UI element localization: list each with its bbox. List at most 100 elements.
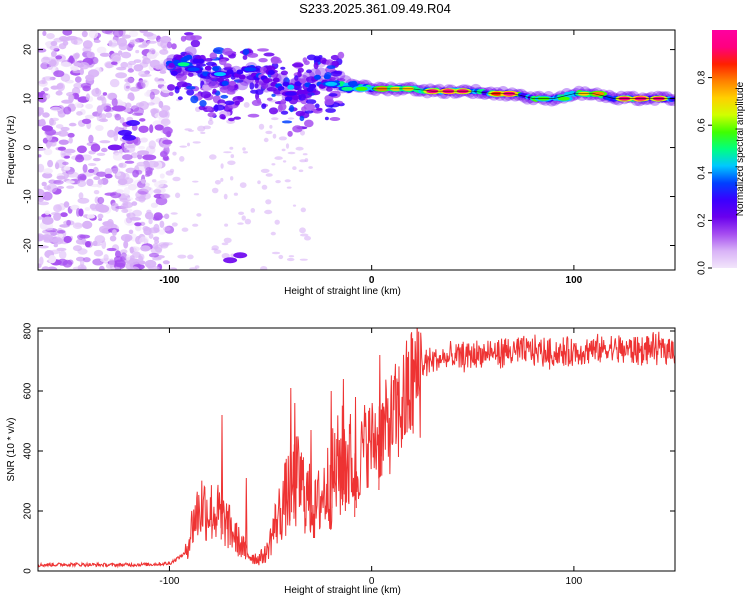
- noise-blob: [107, 219, 114, 228]
- noise-blob: [129, 255, 135, 261]
- noise-blob: [154, 77, 160, 82]
- noise-blob: [50, 106, 62, 112]
- noise-blob: [53, 204, 62, 213]
- noise-blob: [91, 243, 102, 247]
- noise-blob: [269, 124, 273, 129]
- hot-spot-core: [325, 81, 338, 86]
- noise-blob: [159, 173, 165, 179]
- signal-blob: [223, 257, 238, 264]
- noise-blob: [137, 153, 143, 160]
- noise-blob: [50, 249, 61, 255]
- noise-blob: [209, 154, 217, 160]
- noise-blob: [47, 159, 54, 168]
- noise-blob: [97, 179, 104, 185]
- signal-blob: [281, 120, 293, 124]
- noise-blob: [53, 243, 58, 248]
- signal-blob: [223, 63, 232, 68]
- noise-blob: [40, 62, 49, 70]
- signal-blob: [247, 113, 260, 118]
- noise-blob: [250, 208, 256, 213]
- noise-blob: [278, 136, 287, 141]
- signal-blob: [219, 114, 226, 120]
- noise-blob: [90, 143, 101, 152]
- noise-blob: [42, 92, 51, 100]
- noise-blob: [146, 160, 159, 168]
- noise-blob: [99, 118, 108, 123]
- noise-blob: [77, 179, 87, 188]
- ridge-halo: [172, 68, 185, 79]
- noise-blob: [73, 53, 80, 60]
- x-tick-label: 100: [566, 275, 583, 286]
- noise-blob: [143, 160, 150, 166]
- ridge-halo: [236, 80, 249, 91]
- noise-blob: [265, 173, 273, 177]
- noise-blob: [189, 267, 198, 270]
- noise-blob: [86, 51, 95, 59]
- y-tick-label: 0: [23, 568, 34, 574]
- noise-blob: [213, 249, 222, 254]
- noise-blob: [105, 112, 113, 118]
- noise-blob: [120, 234, 133, 242]
- signal-blob: [209, 52, 218, 60]
- noise-blob: [129, 217, 142, 221]
- noise-blob: [111, 97, 118, 107]
- noise-blob: [53, 179, 64, 185]
- noise-blob: [170, 212, 178, 215]
- noise-blob: [209, 117, 213, 121]
- noise-blob: [132, 169, 140, 178]
- signal-blob: [329, 117, 341, 121]
- noise-blob: [241, 215, 246, 221]
- noise-blob: [55, 124, 64, 129]
- signal-blob: [224, 100, 235, 106]
- noise-blob: [301, 75, 307, 79]
- noise-blob: [46, 183, 58, 193]
- y-tick-label: 800: [23, 322, 34, 339]
- signal-blob: [200, 91, 212, 99]
- hot-spot-core: [355, 86, 368, 91]
- colorbar-tick-label: 0.6: [697, 118, 708, 132]
- noise-blob: [125, 102, 132, 109]
- noise-blob: [300, 207, 306, 213]
- noise-blob: [153, 189, 162, 194]
- noise-blob: [88, 134, 94, 144]
- noise-blob: [53, 212, 62, 221]
- noise-blob: [42, 76, 54, 81]
- noise-blob: [77, 197, 90, 204]
- noise-blob: [196, 213, 202, 217]
- noise-blob: [57, 146, 66, 151]
- ridge-core: [238, 74, 246, 80]
- noise-blob: [122, 201, 129, 206]
- noise-blob: [43, 185, 52, 190]
- noise-blob: [63, 148, 76, 154]
- noise-blob: [129, 246, 134, 254]
- signal-blob: [305, 99, 317, 105]
- snr-peak: [245, 477, 248, 560]
- signal-blob: [291, 63, 304, 68]
- noise-blob: [128, 30, 139, 38]
- noise-blob: [129, 266, 140, 270]
- chart-title: S233.2025.361.09.49.R04: [299, 1, 451, 16]
- y-tick-label: 400: [23, 442, 34, 459]
- noise-blob: [221, 242, 229, 246]
- noise-blob: [101, 147, 108, 153]
- noise-blob: [120, 249, 128, 254]
- noise-blob: [278, 254, 284, 260]
- noise-blob: [68, 137, 73, 144]
- ridge-halo: [184, 46, 197, 57]
- noise-blob: [96, 152, 106, 156]
- signal-blob: [258, 58, 268, 63]
- noise-blob: [261, 184, 268, 190]
- colorbar-tick-label: 0.2: [697, 213, 708, 227]
- noise-blob: [86, 214, 96, 219]
- noise-blob: [138, 125, 149, 133]
- ridge-core: [175, 54, 183, 60]
- signal-blob: [328, 93, 338, 97]
- noise-blob: [112, 30, 124, 38]
- noise-blob: [57, 130, 69, 137]
- noise-blob: [72, 222, 83, 229]
- signal-blob: [289, 105, 295, 113]
- noise-blob: [81, 118, 92, 125]
- noise-blob: [149, 252, 159, 258]
- noise-blob: [159, 49, 169, 55]
